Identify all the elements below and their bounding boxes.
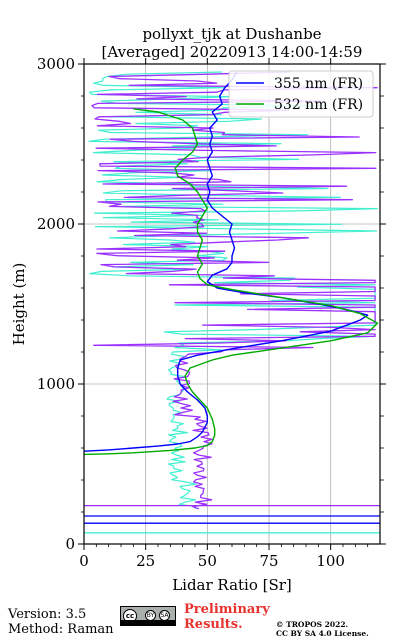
copyright-notice: © TROPOS 2022. CC BY SA 4.0 License. <box>276 620 369 638</box>
x-axis-label: Lidar Ratio [Sr] <box>172 576 292 594</box>
y-tick-label: 2000 <box>37 215 75 233</box>
noisy-profile-line <box>91 71 378 510</box>
x-tick-label: 75 <box>259 552 278 570</box>
legend-box <box>228 70 374 118</box>
chart-subtitle: [Averaged] 20220913 14:00-14:59 <box>102 43 363 61</box>
x-tick-label: 100 <box>316 552 345 570</box>
copyright-line-1: © TROPOS 2022. <box>276 620 349 629</box>
preliminary-notice: Preliminary Results. <box>184 602 270 632</box>
series-line-532nm <box>84 108 379 456</box>
copyright-line-2: CC BY SA 4.0 License. <box>276 629 369 638</box>
x-tick-label: 0 <box>79 552 89 570</box>
x-axis-label-text: Lidar Ratio [Sr] <box>172 576 292 594</box>
axis-ticks <box>78 58 386 550</box>
series-lines <box>84 71 379 456</box>
noisy-profiles <box>84 71 380 534</box>
method-text: Method: Raman <box>8 622 114 637</box>
x-tick-label: 50 <box>198 552 217 570</box>
badge-bar <box>121 620 175 625</box>
version-text: Version: 3.5 <box>8 607 87 622</box>
legend-label-532: 532 nm (FR) <box>274 97 363 113</box>
preliminary-line-1: Preliminary <box>184 602 270 617</box>
series-line-355nm <box>84 71 369 452</box>
legend: 355 nm (FR) 532 nm (FR) <box>228 70 374 118</box>
chart-title: pollyxt_tjk at Dushanbe <box>142 25 321 43</box>
preliminary-line-2: Results. <box>184 617 243 632</box>
y-axis-label: Height (m) <box>10 263 28 346</box>
y-tick-label: 3000 <box>37 55 75 73</box>
y-tick-label: 1000 <box>37 375 75 393</box>
lidar-ratio-chart: pollyxt_tjk at Dushanbe [Averaged] 20220… <box>10 25 386 594</box>
legend-label-355: 355 nm (FR) <box>274 76 363 92</box>
cc-license-badge: cc BY SA <box>120 606 176 626</box>
y-tick-label: 0 <box>65 535 75 553</box>
x-tick-label: 25 <box>136 552 155 570</box>
